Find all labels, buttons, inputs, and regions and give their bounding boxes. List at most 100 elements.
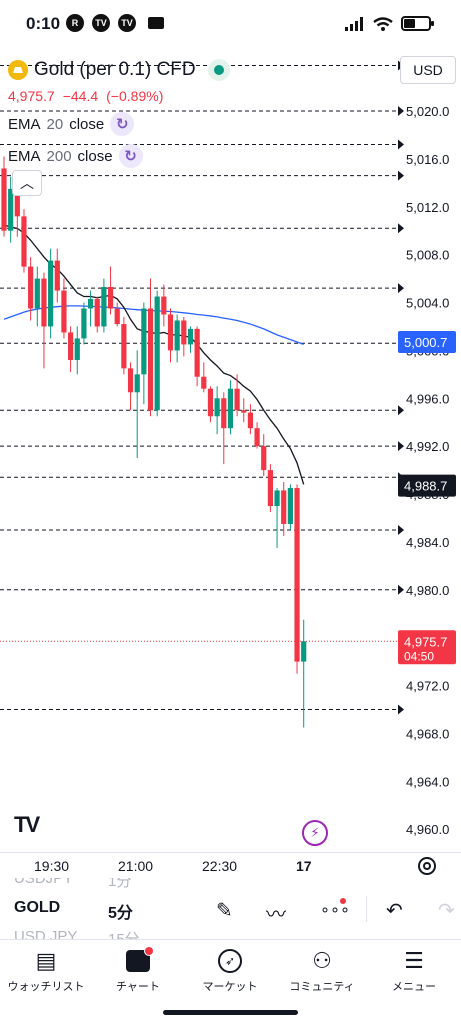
undo-icon[interactable]: ↶ [386, 900, 403, 922]
nav-item-community[interactable]: ⚇ コミュニティ [276, 946, 368, 994]
y-tick-label: 4,968.0 [406, 726, 449, 741]
status-app-icons: R TV TV [66, 14, 164, 32]
candle-body [281, 490, 287, 524]
candle-body [101, 286, 107, 327]
price-axis-label-text: 4,975.7 [404, 634, 447, 649]
tradingview-icon: TV [92, 14, 110, 32]
candle-body [247, 412, 254, 429]
alert-marker-icon [398, 170, 404, 181]
chart-toolbar: USDJPY GOLD USD JPY 1分 5分 15分 ✎ 〰 ∘∘∘ ↶ … [0, 878, 461, 940]
alert-marker-icon [398, 584, 404, 595]
status-right [345, 16, 434, 31]
more-icon[interactable]: ∘∘∘ [320, 902, 351, 919]
candle-body [187, 328, 194, 345]
candle-body [81, 308, 87, 339]
candle-body [154, 296, 160, 411]
y-tick-label: 4,980.0 [406, 583, 449, 598]
candle-body [294, 488, 300, 662]
symbol-picker-selected[interactable]: GOLD [14, 899, 61, 916]
symbol-picker-prev[interactable]: USDJPY [14, 878, 74, 887]
candle-body [267, 470, 273, 507]
refresh-icon[interactable]: ↻ [110, 112, 135, 136]
y-tick-label: 5,008.0 [406, 248, 449, 263]
candle-body [194, 328, 200, 377]
indicator-ema20[interactable]: EMA 20 close ↻ [8, 112, 230, 136]
currency-selector[interactable]: USD [400, 56, 456, 84]
indicator-source: close [77, 147, 113, 165]
symbol-title-row[interactable]: Gold (per 0.1) CFD [8, 56, 230, 84]
candle-body [8, 188, 14, 231]
candle-body [167, 314, 174, 351]
last-price: 4,975.7 [8, 88, 55, 104]
indicator-label: EMA [8, 115, 41, 133]
compass-icon: ➶ [184, 946, 276, 976]
alert-marker-icon [398, 223, 404, 234]
time-label: 21:00 [118, 858, 154, 874]
nav-item-watchlist[interactable]: ▤ ウォッチリスト [0, 946, 92, 994]
indicator-source: close [69, 115, 105, 133]
candle-body [181, 320, 187, 345]
tradingview-alt-icon: TV [118, 14, 136, 32]
signal-icon [345, 16, 363, 31]
price-axis-label [398, 474, 456, 497]
chart-icon [92, 946, 184, 976]
collapse-legend-button[interactable]: ︿ [12, 170, 42, 196]
chart-area[interactable]: 5,020.0 5,016.0 5,012.0 5,008.0 5,004.0 5,000… [0, 48, 461, 888]
chevron-up-icon: ︿ [20, 175, 34, 191]
candle-body [68, 332, 74, 360]
indicator-label: EMA [8, 147, 41, 165]
price-axis-label-text: 4,988.7 [404, 479, 447, 494]
price-axis-label-text: 5,000.7 [404, 335, 447, 350]
candle-body [61, 290, 67, 333]
redo-icon[interactable]: ↷ [438, 900, 455, 922]
ema20-line [3, 224, 305, 485]
time-axis[interactable]: 19:30 21:00 22:30 17 [0, 852, 461, 878]
symbol-name[interactable]: Gold (per 0.1) CFD [34, 59, 196, 80]
alert-marker-icon [398, 283, 404, 294]
market-open-status-icon[interactable] [207, 59, 230, 81]
ema200-line [3, 305, 304, 346]
candle-body [107, 286, 114, 309]
candle-body [94, 298, 100, 327]
candle-body [174, 320, 180, 351]
price-chart[interactable]: 5,020.0 5,016.0 5,012.0 5,008.0 5,004.0 5,000… [0, 48, 461, 852]
candle-body [161, 296, 167, 315]
nav-item-markets[interactable]: ➶ マーケット [184, 946, 276, 994]
pen-icon[interactable]: ✎ [216, 900, 233, 922]
drawing-tools-icon[interactable]: 〰 [266, 904, 286, 926]
candle-body [1, 168, 7, 231]
candle-body [121, 324, 127, 369]
gold-bars-icon [8, 60, 28, 80]
alert-marker-icon [398, 441, 404, 452]
nav-item-chart[interactable]: チャート [92, 946, 184, 994]
candle-body [301, 641, 307, 662]
nav-item-menu[interactable]: ☰ メニュー [368, 946, 460, 994]
interval-picker-prev[interactable]: 1分 [108, 878, 132, 890]
price-change-row: 4,975.7 −44.4 (−0.89%) [8, 88, 230, 104]
y-tick-label: 5,012.0 [406, 200, 449, 215]
alert-marker-icon [398, 405, 404, 416]
interval-picker-selected[interactable]: 5分 [108, 905, 133, 922]
symbol-picker-next[interactable]: USD JPY [14, 928, 78, 940]
tradingview-logo[interactable]: TV [14, 812, 40, 837]
refresh-icon[interactable]: ↻ [118, 144, 143, 168]
price-change-percent: (−0.89%) [106, 88, 164, 104]
interval-picker-next[interactable]: 15分 [108, 931, 140, 940]
candle-body [147, 308, 154, 411]
candle-body [74, 338, 80, 360]
candle-body [201, 376, 207, 389]
flash-icon[interactable]: ⚡ [302, 820, 328, 846]
watchlist-icon: ▤ [35, 948, 57, 973]
candle-body [34, 278, 40, 309]
home-indicator[interactable] [163, 1010, 298, 1015]
y-tick-label: 4,992.0 [406, 439, 449, 454]
price-change: −44.4 [62, 88, 99, 104]
status-time: 0:10 [26, 14, 61, 33]
y-tick-label: 4,960.0 [406, 822, 449, 837]
chart-legend[interactable]: Gold (per 0.1) CFD 4,975.7 −44.4 (−0.89%… [8, 56, 230, 168]
alert-marker-icon [398, 106, 404, 116]
wifi-icon [373, 16, 393, 31]
candle-body [141, 308, 147, 375]
chart-settings-icon[interactable] [418, 857, 436, 875]
indicator-ema200[interactable]: EMA 200 close ↻ [8, 144, 230, 168]
